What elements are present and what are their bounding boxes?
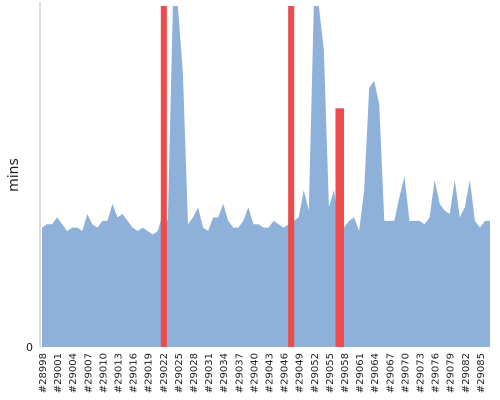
x-tick-label: #29085: [476, 353, 487, 393]
x-tick-label: #29049: [295, 353, 306, 393]
x-tick-label: #29010: [98, 353, 109, 393]
highlight-bar: [160, 6, 167, 347]
x-tick-label: #29046: [280, 353, 291, 393]
highlight-bar: [335, 108, 345, 347]
x-tick-label: #29016: [129, 353, 140, 393]
x-tick-label: #29037: [234, 353, 245, 393]
x-tick-label: #29082: [461, 353, 472, 393]
x-tick-label: #29022: [159, 353, 170, 393]
x-tick-label: #29031: [204, 353, 215, 393]
x-tick-label: #29007: [83, 353, 94, 393]
x-tick-label: #29067: [385, 353, 396, 393]
x-tick-label: #29034: [219, 353, 230, 393]
x-tick-label: #29055: [325, 353, 336, 393]
x-tick-label: #29070: [400, 353, 411, 393]
x-tick-label: #29013: [114, 353, 125, 393]
x-tick-label: #28998: [38, 353, 49, 393]
x-tick-label: #29025: [174, 353, 185, 393]
x-tick-label: #29058: [340, 353, 351, 393]
x-tick-label: #29028: [189, 353, 200, 393]
y-axis-label: mins: [6, 158, 22, 192]
x-tick-label: #29040: [249, 353, 260, 393]
x-tick-labels: #28998 #29001 #29004 #29007 #29010 #29013 #290…: [38, 353, 487, 393]
x-tick-label: #29019: [144, 353, 155, 393]
x-tick-label: #29076: [431, 353, 442, 393]
x-tick-label: #29061: [355, 353, 366, 393]
bar-series: [160, 6, 345, 347]
highlight-bar: [288, 6, 295, 347]
x-tick-label: #29043: [265, 353, 276, 393]
y-tick-label: 0: [26, 341, 33, 354]
x-tick-label: #29052: [310, 353, 321, 393]
area-path: [42, 6, 490, 347]
x-tick-label: #29001: [53, 353, 64, 393]
area-series: [42, 6, 490, 347]
x-tick-label: #29073: [416, 353, 427, 393]
x-tick-label: #29064: [370, 353, 381, 393]
x-tick-label: #29004: [68, 353, 79, 393]
x-tick-label: #29079: [446, 353, 457, 393]
